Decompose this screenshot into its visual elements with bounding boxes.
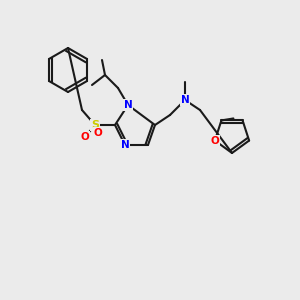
Text: N: N <box>181 95 189 105</box>
Text: N: N <box>121 140 129 150</box>
Text: O: O <box>211 136 219 146</box>
Text: O: O <box>94 128 102 138</box>
Text: N: N <box>124 100 132 110</box>
Text: O: O <box>81 132 89 142</box>
Text: S: S <box>91 120 99 130</box>
